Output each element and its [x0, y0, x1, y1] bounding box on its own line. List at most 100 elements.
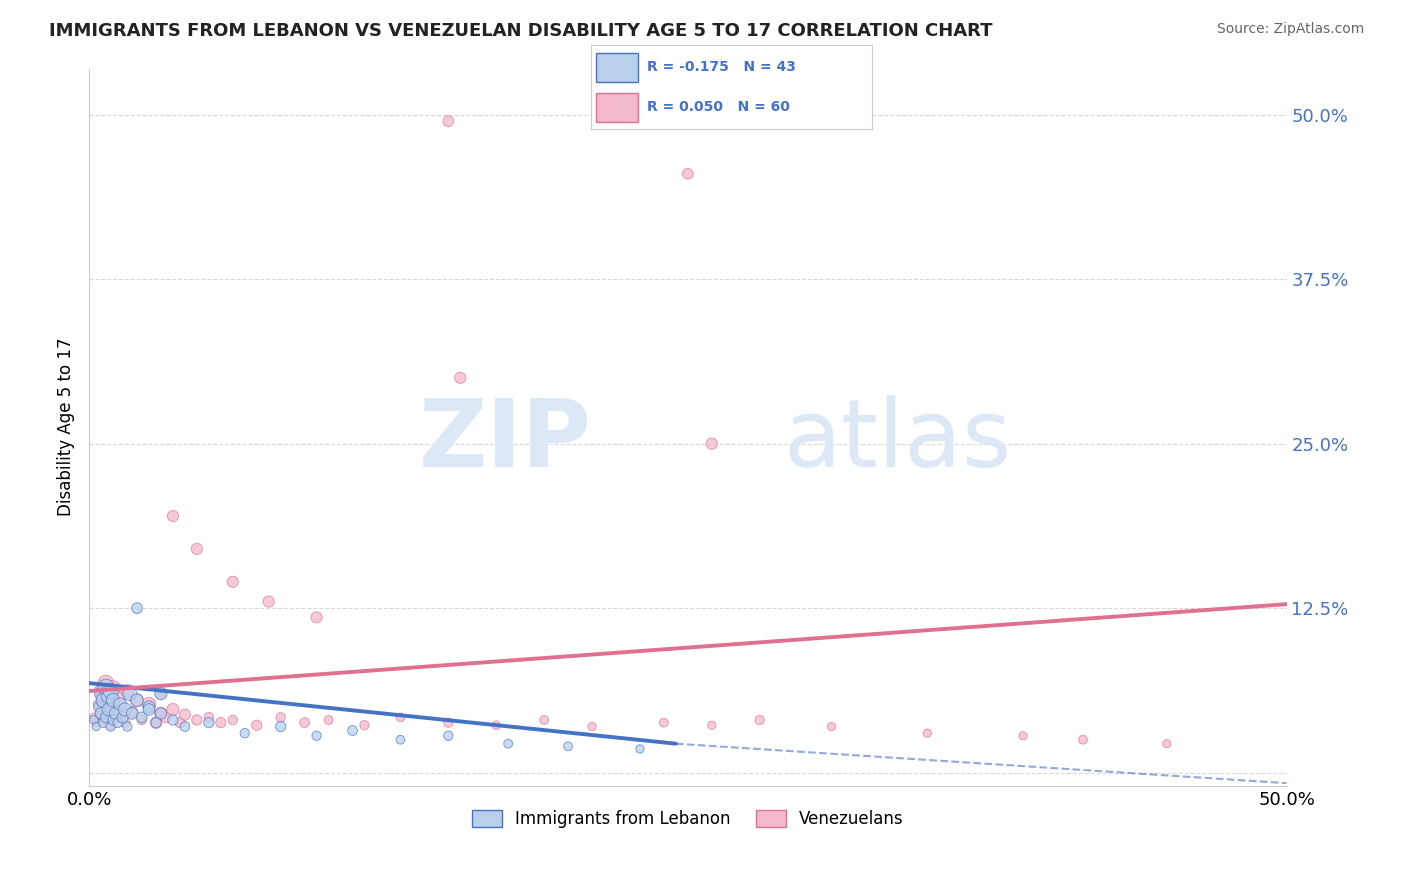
Point	[93, 715, 115, 730]
FancyBboxPatch shape	[596, 54, 638, 82]
Point	[131, 713, 153, 727]
Point	[820, 720, 842, 734]
Point	[121, 705, 143, 719]
Text: R = -0.175   N = 43: R = -0.175 N = 43	[647, 61, 796, 74]
Point	[198, 710, 221, 724]
Point	[162, 508, 184, 523]
Point	[121, 706, 143, 721]
Point	[437, 729, 460, 743]
Point	[104, 706, 127, 721]
Point	[125, 601, 148, 615]
Point	[652, 715, 675, 730]
Point	[389, 710, 412, 724]
Point	[676, 167, 699, 181]
Point	[1156, 737, 1178, 751]
Point	[87, 697, 110, 711]
Point	[145, 715, 167, 730]
Point	[101, 713, 124, 727]
Point	[84, 715, 107, 730]
Point	[209, 715, 232, 730]
Point	[100, 684, 122, 698]
Point	[138, 699, 160, 714]
Point	[257, 594, 280, 608]
Point	[318, 713, 340, 727]
Text: atlas: atlas	[783, 395, 1012, 488]
Point	[222, 713, 245, 727]
Point	[97, 690, 120, 704]
Point	[149, 706, 172, 721]
Point	[114, 702, 136, 716]
Point	[162, 702, 184, 716]
Point	[270, 710, 292, 724]
Point	[138, 702, 160, 716]
Point	[94, 676, 117, 690]
Point	[700, 718, 723, 732]
Point	[97, 702, 120, 716]
Point	[83, 713, 105, 727]
Point	[94, 680, 117, 694]
Point	[628, 742, 651, 756]
Legend: Immigrants from Lebanon, Venezuelans: Immigrants from Lebanon, Venezuelans	[465, 804, 911, 835]
Point	[87, 699, 110, 714]
Point	[107, 715, 129, 730]
Point	[533, 713, 555, 727]
Point	[90, 702, 112, 716]
Point	[101, 681, 124, 696]
Point	[173, 707, 195, 722]
Point	[131, 710, 153, 724]
Point	[117, 684, 139, 698]
Point	[118, 687, 141, 701]
Point	[449, 371, 471, 385]
Point	[342, 723, 364, 738]
Point	[104, 710, 127, 724]
Point	[485, 718, 508, 732]
Point	[149, 687, 172, 701]
Point	[198, 715, 221, 730]
Point	[748, 713, 770, 727]
Point	[114, 715, 136, 730]
Point	[125, 693, 148, 707]
Point	[233, 726, 256, 740]
Point	[186, 541, 208, 556]
Point	[108, 697, 131, 711]
Point	[149, 706, 172, 721]
Point	[94, 707, 117, 722]
Point	[353, 718, 375, 732]
Point	[246, 718, 269, 732]
Point	[917, 726, 939, 740]
Point	[557, 739, 579, 754]
Point	[270, 720, 292, 734]
Point	[93, 690, 115, 704]
Point	[305, 610, 328, 624]
Point	[138, 697, 160, 711]
Point	[93, 693, 115, 707]
Point	[437, 114, 460, 128]
Text: Source: ZipAtlas.com: Source: ZipAtlas.com	[1216, 22, 1364, 37]
Point	[389, 732, 412, 747]
Point	[90, 687, 112, 701]
Point	[100, 718, 122, 732]
Point	[437, 715, 460, 730]
Point	[101, 693, 124, 707]
Text: ZIP: ZIP	[419, 395, 592, 488]
Point	[581, 720, 603, 734]
Point	[93, 713, 115, 727]
Text: R = 0.050   N = 60: R = 0.050 N = 60	[647, 100, 790, 114]
FancyBboxPatch shape	[596, 93, 638, 121]
Point	[222, 574, 245, 589]
Point	[173, 720, 195, 734]
Point	[186, 713, 208, 727]
Point	[125, 693, 148, 707]
Point	[149, 687, 172, 701]
Point	[94, 710, 117, 724]
Point	[108, 705, 131, 719]
Point	[83, 710, 105, 724]
Point	[90, 684, 112, 698]
Point	[162, 713, 184, 727]
Point	[294, 715, 316, 730]
Point	[107, 692, 129, 706]
Point	[169, 715, 191, 730]
Point	[97, 687, 120, 701]
Point	[100, 720, 122, 734]
Point	[155, 710, 177, 724]
